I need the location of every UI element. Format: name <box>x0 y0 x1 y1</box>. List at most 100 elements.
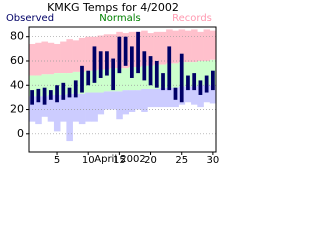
record-low-bar <box>116 91 123 120</box>
y-tick-label: 80 <box>10 30 24 43</box>
y-tick-label: 0 <box>17 127 24 140</box>
record-low-bar <box>103 91 111 110</box>
normal-bar <box>116 68 123 92</box>
observed-bar <box>105 51 109 76</box>
x-tick-label: 5 <box>54 155 60 166</box>
record-low-bar <box>197 85 204 108</box>
chart-title: KMKG Temps for 4/2002 <box>47 1 179 14</box>
observed-bar <box>48 90 53 100</box>
record-high-bar <box>29 43 36 76</box>
x-tick-label: 10 <box>82 155 95 166</box>
record-low-bar <box>78 93 86 125</box>
normal-bar <box>172 63 179 88</box>
record-high-bar <box>184 30 192 63</box>
record-high-bar <box>35 42 42 76</box>
observed-bar <box>80 65 84 93</box>
record-low-bar <box>203 85 211 103</box>
record-low-bar <box>122 90 130 115</box>
observed-bar <box>161 73 165 91</box>
record-high-bar <box>172 30 179 64</box>
record-low-bar <box>53 94 61 132</box>
observed-bar <box>167 46 172 91</box>
record-high-bar <box>78 37 86 72</box>
observed-bar <box>86 70 91 86</box>
normal-bar <box>47 74 55 95</box>
record-high-bar <box>191 29 198 63</box>
record-low-bar <box>60 94 67 122</box>
normal-bar <box>103 69 111 92</box>
record-low-bar <box>97 92 105 115</box>
normal-bar <box>35 75 42 97</box>
normal-bar <box>97 69 105 93</box>
record-high-bar <box>178 29 186 63</box>
record-low-bar <box>66 93 73 142</box>
record-low-bar <box>209 85 217 104</box>
record-low-bar <box>91 92 98 122</box>
record-high-bar <box>72 40 80 72</box>
record-high-bar <box>110 34 117 69</box>
y-tick-label: 40 <box>10 78 24 91</box>
observed-bar <box>42 87 47 105</box>
legend-entry: Normals <box>99 13 140 24</box>
record-low-bar <box>41 96 48 117</box>
record-low-bar <box>29 96 36 122</box>
record-low-bar <box>85 92 92 122</box>
observed-bar <box>73 80 78 98</box>
observed-bar <box>154 60 159 88</box>
legend-entry: Observed <box>6 13 54 24</box>
record-low-bar <box>153 88 161 108</box>
observed-bar <box>211 70 215 91</box>
observed-bar <box>192 73 197 91</box>
observed-bar <box>204 75 209 93</box>
record-high-bar <box>197 31 204 61</box>
record-high-bar <box>41 41 48 75</box>
record-high-bar <box>141 30 148 66</box>
normal-bar <box>197 60 204 86</box>
observed-bar <box>30 90 34 105</box>
record-low-bar <box>166 87 173 108</box>
normal-bar <box>128 67 136 91</box>
record-low-bar <box>128 90 136 112</box>
record-low-bar <box>47 94 55 122</box>
record-high-bar <box>203 29 211 61</box>
record-high-bar <box>60 41 67 74</box>
observed-bar <box>198 80 203 95</box>
observed-bar <box>61 82 66 100</box>
x-tick-label: 15 <box>113 155 126 166</box>
observed-bar <box>55 85 59 103</box>
legend-entry: Records <box>172 13 212 24</box>
record-low-bar <box>147 88 154 108</box>
normal-bar <box>29 75 36 97</box>
observed-bar <box>129 46 134 78</box>
observed-bar <box>98 51 103 78</box>
record-high-bar <box>85 36 92 71</box>
record-low-bar <box>191 86 198 105</box>
normal-bar <box>203 60 211 86</box>
record-low-bar <box>110 91 117 110</box>
record-low-bar <box>141 88 148 112</box>
x-tick-label: 25 <box>175 155 188 166</box>
record-high-bar <box>53 43 61 74</box>
observed-bar <box>136 31 140 74</box>
observed-bar <box>92 46 97 83</box>
observed-bar <box>148 56 153 86</box>
record-high-bar <box>147 33 154 66</box>
record-low-bar <box>134 90 142 110</box>
record-high-bar <box>66 39 73 74</box>
chart: KMKG Temps for 4/2002 April 2002 Records… <box>6 1 219 166</box>
plot-frame <box>28 26 217 153</box>
record-low-bar <box>72 93 80 122</box>
observed-bar <box>173 87 178 100</box>
record-high-bar <box>209 30 217 60</box>
record-low-bar <box>35 96 42 125</box>
observed-bar <box>179 53 184 103</box>
observed-bar <box>117 36 122 74</box>
normal-bar <box>134 67 142 91</box>
record-high-bar <box>47 42 55 75</box>
x-axis-label: April 2002 <box>94 154 145 165</box>
observed-bar <box>142 51 147 81</box>
normal-bar <box>53 73 61 95</box>
observed-bar <box>67 87 72 98</box>
observed-bar <box>186 75 190 91</box>
normal-bar <box>122 68 130 91</box>
